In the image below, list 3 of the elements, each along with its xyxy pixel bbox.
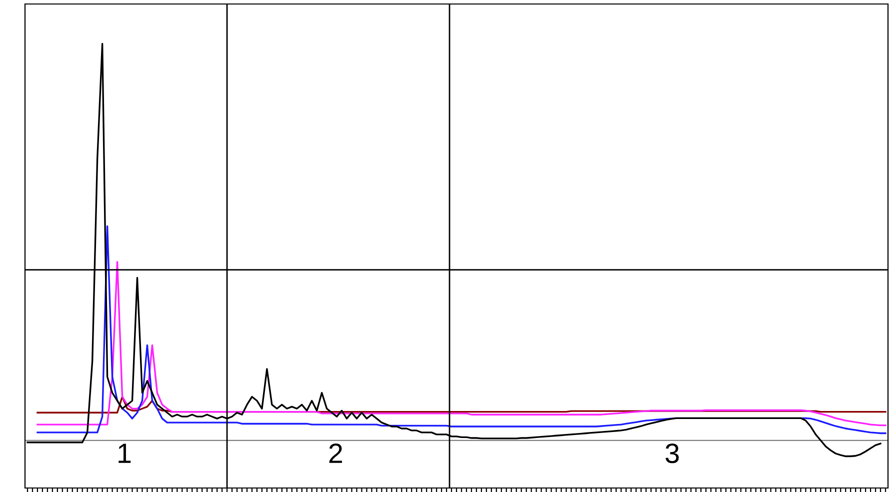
annotation: 1 — [118, 444, 131, 463]
annotation: 2 — [329, 443, 342, 463]
annotation: 3 — [666, 443, 679, 464]
